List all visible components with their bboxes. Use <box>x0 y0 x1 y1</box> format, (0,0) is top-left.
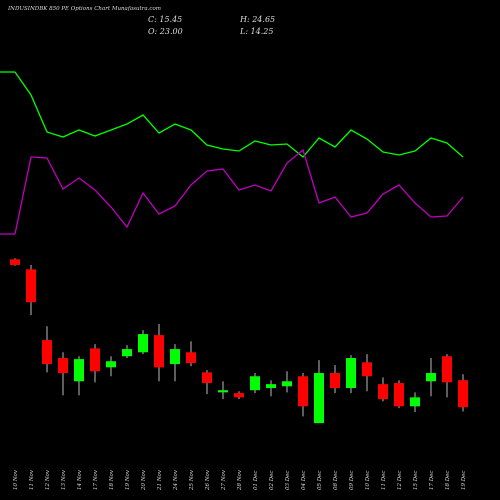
candle-body <box>10 259 20 266</box>
price-info: C: 15.45 <box>148 15 182 24</box>
x-tick-label: 02 Dec <box>269 471 275 491</box>
price-info: O: 23.00 <box>148 27 183 36</box>
x-tick-label: 09 Dec <box>349 471 355 491</box>
candle-body <box>74 359 84 382</box>
x-tick-label: 11 Nov <box>29 469 35 490</box>
x-tick-label: 17 Dec <box>429 471 435 491</box>
price-info: L: 14.25 <box>239 27 273 36</box>
candle-body <box>58 358 68 374</box>
candle-body <box>26 269 36 303</box>
candle-body <box>202 372 212 384</box>
candle-body <box>266 384 276 389</box>
x-tick-label: 19 Dec <box>461 471 467 491</box>
x-tick-label: 11 Dec <box>381 471 387 491</box>
candle-body <box>218 390 228 393</box>
candle-body <box>42 340 52 365</box>
x-tick-label: 17 Nov <box>93 469 99 490</box>
candle-body <box>346 358 356 389</box>
x-tick-label: 10 Dec <box>365 471 371 491</box>
x-tick-label: 20 Nov <box>141 469 147 491</box>
candle-body <box>314 373 324 424</box>
candle-body <box>426 373 436 382</box>
candle-body <box>394 383 404 407</box>
x-tick-label: 26 Nov <box>205 469 211 491</box>
x-tick-label: 10 Nov <box>13 469 19 490</box>
candle-body <box>362 362 372 377</box>
indicator-line <box>14 148 464 235</box>
candle-body <box>410 397 420 407</box>
candle-body <box>250 376 260 391</box>
candle-body <box>458 380 468 408</box>
x-tick-label: 18 Nov <box>109 469 115 490</box>
x-tick-label: 21 Nov <box>157 469 163 491</box>
candle-body <box>90 348 100 372</box>
x-tick-label: 12 Nov <box>45 469 51 490</box>
candle-body <box>234 393 244 398</box>
candle-body <box>282 381 292 387</box>
x-tick-label: 13 Nov <box>61 469 67 490</box>
candle-body <box>154 335 164 368</box>
candle-body <box>330 373 340 389</box>
candle-body <box>298 376 308 407</box>
indicator-line <box>14 71 464 158</box>
x-tick-label: 28 Nov <box>237 469 243 491</box>
candle-body <box>186 352 196 364</box>
candle-body <box>378 384 388 400</box>
x-tick-label: 15 Dec <box>413 471 419 491</box>
x-tick-label: 08 Dec <box>333 471 339 491</box>
x-tick-label: 19 Nov <box>125 469 131 490</box>
x-tick-label: 03 Dec <box>285 471 291 491</box>
price-info: H: 24.65 <box>239 15 275 24</box>
x-tick-label: 18 Dec <box>445 471 451 491</box>
x-tick-label: 27 Nov <box>221 469 227 491</box>
x-tick-label: 05 Dec <box>317 471 323 491</box>
candle-body <box>442 356 452 383</box>
candle-body <box>122 349 132 357</box>
x-tick-label: 14 Nov <box>77 469 83 490</box>
candle-body <box>106 361 116 368</box>
x-tick-label: 04 Dec <box>301 471 307 491</box>
x-tick-label: 25 Nov <box>189 469 195 491</box>
x-tick-label: 12 Dec <box>397 471 403 491</box>
chart-title: INDUSINDBK 850 PE Options Chart Munafasu… <box>7 6 161 12</box>
candle-body <box>138 334 148 353</box>
x-tick-label: 24 Nov <box>173 469 179 491</box>
x-tick-label: 01 Dec <box>253 471 259 491</box>
candle-body <box>170 349 180 365</box>
